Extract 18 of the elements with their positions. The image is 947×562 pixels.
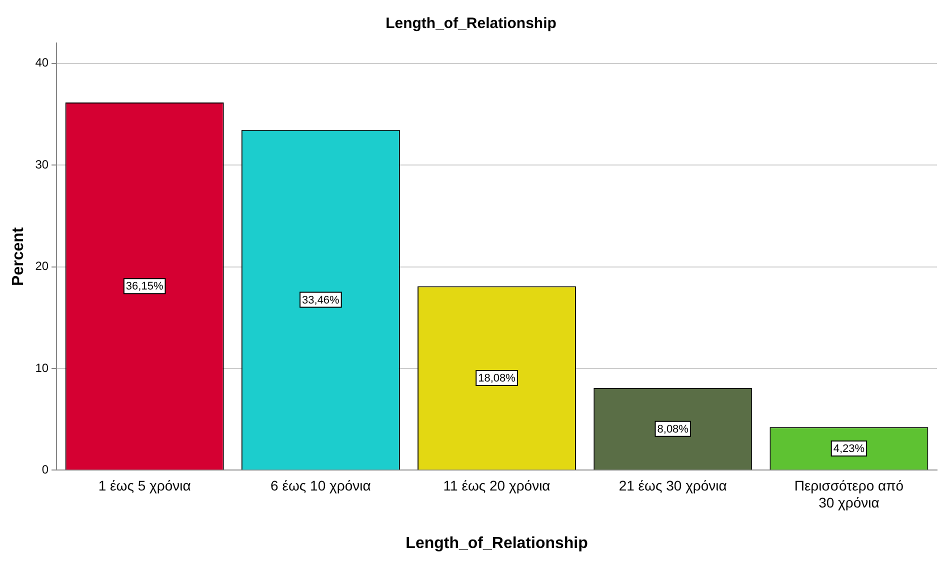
y-tick-label: 20 [35,259,49,274]
x-tick-label: 1 έως 5 χρόνια [98,477,191,494]
y-tick-label: 10 [35,360,49,375]
y-axis-title: Percent [10,226,28,286]
y-tick-label: 30 [35,157,49,172]
chart-title: Length_of_Relationship [386,15,556,32]
data-label: 8,08% [657,423,689,436]
y-tick-label: 0 [42,462,49,477]
data-label: 18,08% [478,372,516,385]
x-tick-label: 6 έως 10 χρόνια [270,477,371,494]
y-tick-label: 40 [35,56,49,70]
x-tick-label: Περισσότερο από 30 χρόνια [794,477,904,510]
x-tick-label: 21 έως 30 χρόνια [618,477,727,494]
data-label: 4,23% [833,442,865,455]
x-tick-label: 11 έως 20 χρόνια [443,477,550,494]
data-label: 33,46% [302,294,340,306]
x-axis-title: Length_of_Relationship [406,534,588,552]
data-label: 36,15% [126,280,164,293]
